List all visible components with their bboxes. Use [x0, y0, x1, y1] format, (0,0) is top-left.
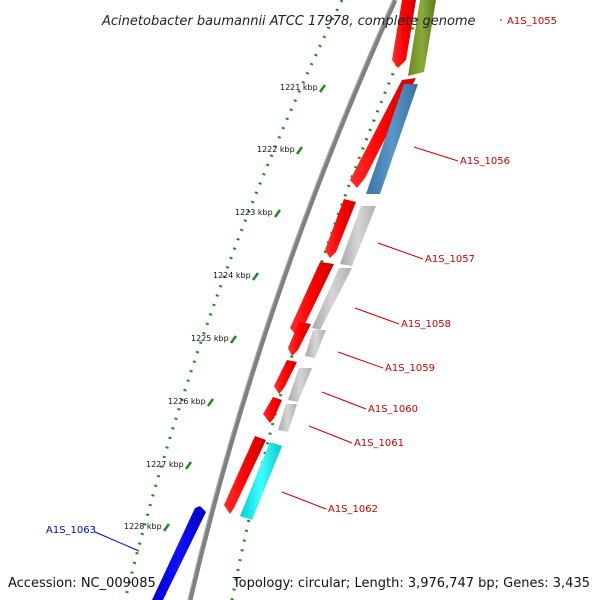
gene-label[interactable]: A1S_1055 — [507, 16, 557, 27]
tick-label: 1228 kbp — [124, 522, 162, 531]
gene-leader-line — [413, 146, 459, 162]
accession-text: Accession: NC_009085 — [8, 576, 156, 591]
tick-label: 1222 kbp — [257, 145, 295, 154]
tick-mark — [229, 335, 238, 344]
gene-label[interactable]: A1S_1059 — [385, 363, 435, 374]
gene-leader-line — [354, 307, 400, 325]
tick-label: 1221 kbp — [280, 83, 318, 92]
cds-arrow[interactable] — [288, 322, 311, 356]
gene-label[interactable]: A1S_1062 — [328, 504, 378, 515]
tick-mark — [251, 272, 260, 281]
cds-arrow[interactable] — [274, 360, 297, 394]
gray-feature[interactable] — [278, 404, 297, 432]
gene-label[interactable]: A1S_1060 — [368, 404, 418, 415]
tick-mark — [162, 523, 171, 532]
tick-label: 1227 kbp — [146, 460, 184, 469]
olive-feature[interactable] — [408, 0, 436, 76]
tick-label: 1224 kbp — [213, 271, 251, 280]
tick-label: 1226 kbp — [168, 397, 206, 406]
gene-leader-line — [321, 391, 367, 410]
tick-mark — [206, 398, 215, 407]
cds-arrow-reverse[interactable] — [152, 506, 206, 600]
steelblue-feature[interactable] — [366, 84, 418, 194]
genome-backbone — [187, 0, 398, 600]
tick-label: 1225 kbp — [191, 334, 229, 343]
gene-label[interactable]: A1S_1058 — [401, 319, 451, 330]
gene-label[interactable]: A1S_1057 — [425, 254, 475, 265]
gray-feature[interactable] — [305, 330, 326, 358]
gene-label[interactable]: A1S_1063 — [46, 525, 96, 536]
tick-mark — [318, 84, 327, 93]
cds-arrow[interactable] — [325, 199, 356, 258]
gene-leader-line — [337, 351, 384, 369]
gray-feature[interactable] — [312, 268, 352, 330]
cds-arrow[interactable] — [392, 0, 416, 68]
gene-leader-line — [308, 425, 353, 444]
cyan-feature[interactable] — [240, 442, 282, 520]
cds-arrow[interactable] — [263, 397, 282, 423]
gene-leader-line — [281, 491, 327, 510]
cds-arrow[interactable] — [224, 436, 266, 514]
map-title: Acinetobacter baumannii ATCC 17978, comp… — [101, 14, 476, 29]
gray-feature[interactable] — [288, 368, 312, 402]
cds-arrow[interactable] — [290, 262, 334, 336]
gene-leader-line — [94, 531, 140, 552]
tick-mark — [273, 209, 282, 218]
gene-label[interactable]: A1S_1061 — [354, 438, 404, 449]
gene-leader-line — [377, 242, 424, 260]
genome-stats-text: Topology: circular; Length: 3,976,747 bp… — [232, 576, 590, 591]
tick-mark — [184, 461, 193, 470]
tick-label: 1223 kbp — [235, 208, 273, 217]
gray-feature[interactable] — [340, 206, 376, 266]
gene-label[interactable]: A1S_1056 — [460, 156, 510, 167]
tick-mark — [295, 146, 304, 155]
genome-backbone-highlight — [187, 0, 394, 600]
